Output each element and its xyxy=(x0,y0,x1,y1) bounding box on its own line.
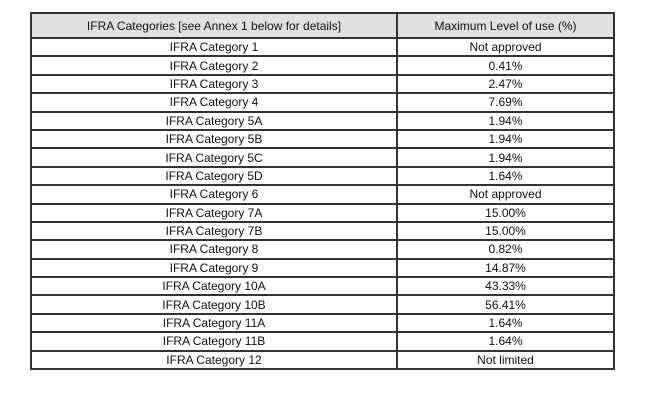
table-row: IFRA Category 1 Not approved xyxy=(30,36,615,58)
table-row: IFRA Category 12 Not limited xyxy=(30,349,615,371)
table-row: IFRA Category 4 7.69% xyxy=(30,92,615,113)
category-cell: IFRA Category 5C xyxy=(30,147,398,168)
category-cell: IFRA Category 3 xyxy=(30,73,398,95)
category-cell: IFRA Category 5D xyxy=(30,165,398,187)
max-level-cell: 7.69% xyxy=(396,92,615,113)
category-cell: IFRA Category 4 xyxy=(30,92,398,113)
category-cell: IFRA Category 10B xyxy=(30,294,398,315)
category-cell: IFRA Category 1 xyxy=(30,36,398,58)
category-cell: IFRA Category 10A xyxy=(30,276,398,297)
max-level-cell: 56.41% xyxy=(396,294,615,315)
table-row: IFRA Category 3 2.47% xyxy=(30,73,615,95)
max-level-cell: 14.87% xyxy=(396,257,615,279)
table-row: IFRA Category 6 Not approved xyxy=(30,184,615,205)
column-header-categories: IFRA Categories [see Annex 1 below for d… xyxy=(30,12,398,39)
max-level-cell: 1.64% xyxy=(396,331,615,352)
table-row: IFRA Category 10A 43.33% xyxy=(30,276,615,297)
category-cell: IFRA Category 11B xyxy=(30,331,398,352)
category-cell: IFRA Category 5A xyxy=(30,110,398,131)
category-cell: IFRA Category 7B xyxy=(30,220,398,242)
max-level-cell: 15.00% xyxy=(396,220,615,242)
category-cell: IFRA Category 9 xyxy=(30,257,398,279)
category-cell: IFRA Category 5B xyxy=(30,128,398,150)
column-header-max-level: Maximum Level of use (%) xyxy=(396,12,615,39)
table-row: IFRA Category 5D 1.64% xyxy=(30,165,615,187)
table-header-row: IFRA Categories [see Annex 1 below for d… xyxy=(30,12,615,39)
max-level-cell: 43.33% xyxy=(396,276,615,297)
max-level-cell: 1.94% xyxy=(396,110,615,131)
category-cell: IFRA Category 2 xyxy=(30,55,398,76)
max-level-cell: 1.94% xyxy=(396,147,615,168)
table-row: IFRA Category 7A 15.00% xyxy=(30,202,615,223)
max-level-cell: 2.47% xyxy=(396,73,615,95)
table-row: IFRA Category 10B 56.41% xyxy=(30,294,615,315)
ifra-categories-table: IFRA Categories [see Annex 1 below for d… xyxy=(30,12,615,371)
max-level-cell: 1.64% xyxy=(396,312,615,334)
table-row: IFRA Category 8 0.82% xyxy=(30,239,615,260)
table-row: IFRA Category 2 0.41% xyxy=(30,55,615,76)
max-level-cell: Not approved xyxy=(396,184,615,205)
category-cell: IFRA Category 6 xyxy=(30,184,398,205)
max-level-cell: 15.00% xyxy=(396,202,615,223)
table-row: IFRA Category 5C 1.94% xyxy=(30,147,615,168)
table-row: IFRA Category 7B 15.00% xyxy=(30,220,615,242)
max-level-cell: 0.41% xyxy=(396,55,615,76)
table-row: IFRA Category 5B 1.94% xyxy=(30,128,615,150)
category-cell: IFRA Category 12 xyxy=(30,349,398,371)
max-level-cell: Not limited xyxy=(396,349,615,371)
table-row: IFRA Category 5A 1.94% xyxy=(30,110,615,131)
category-cell: IFRA Category 11A xyxy=(30,312,398,334)
table-row: IFRA Category 11A 1.64% xyxy=(30,312,615,334)
max-level-cell: 0.82% xyxy=(396,239,615,260)
table-row: IFRA Category 9 14.87% xyxy=(30,257,615,279)
max-level-cell: 1.64% xyxy=(396,165,615,187)
category-cell: IFRA Category 8 xyxy=(30,239,398,260)
max-level-cell: 1.94% xyxy=(396,128,615,150)
max-level-cell: Not approved xyxy=(396,36,615,58)
category-cell: IFRA Category 7A xyxy=(30,202,398,223)
table-row: IFRA Category 11B 1.64% xyxy=(30,331,615,352)
